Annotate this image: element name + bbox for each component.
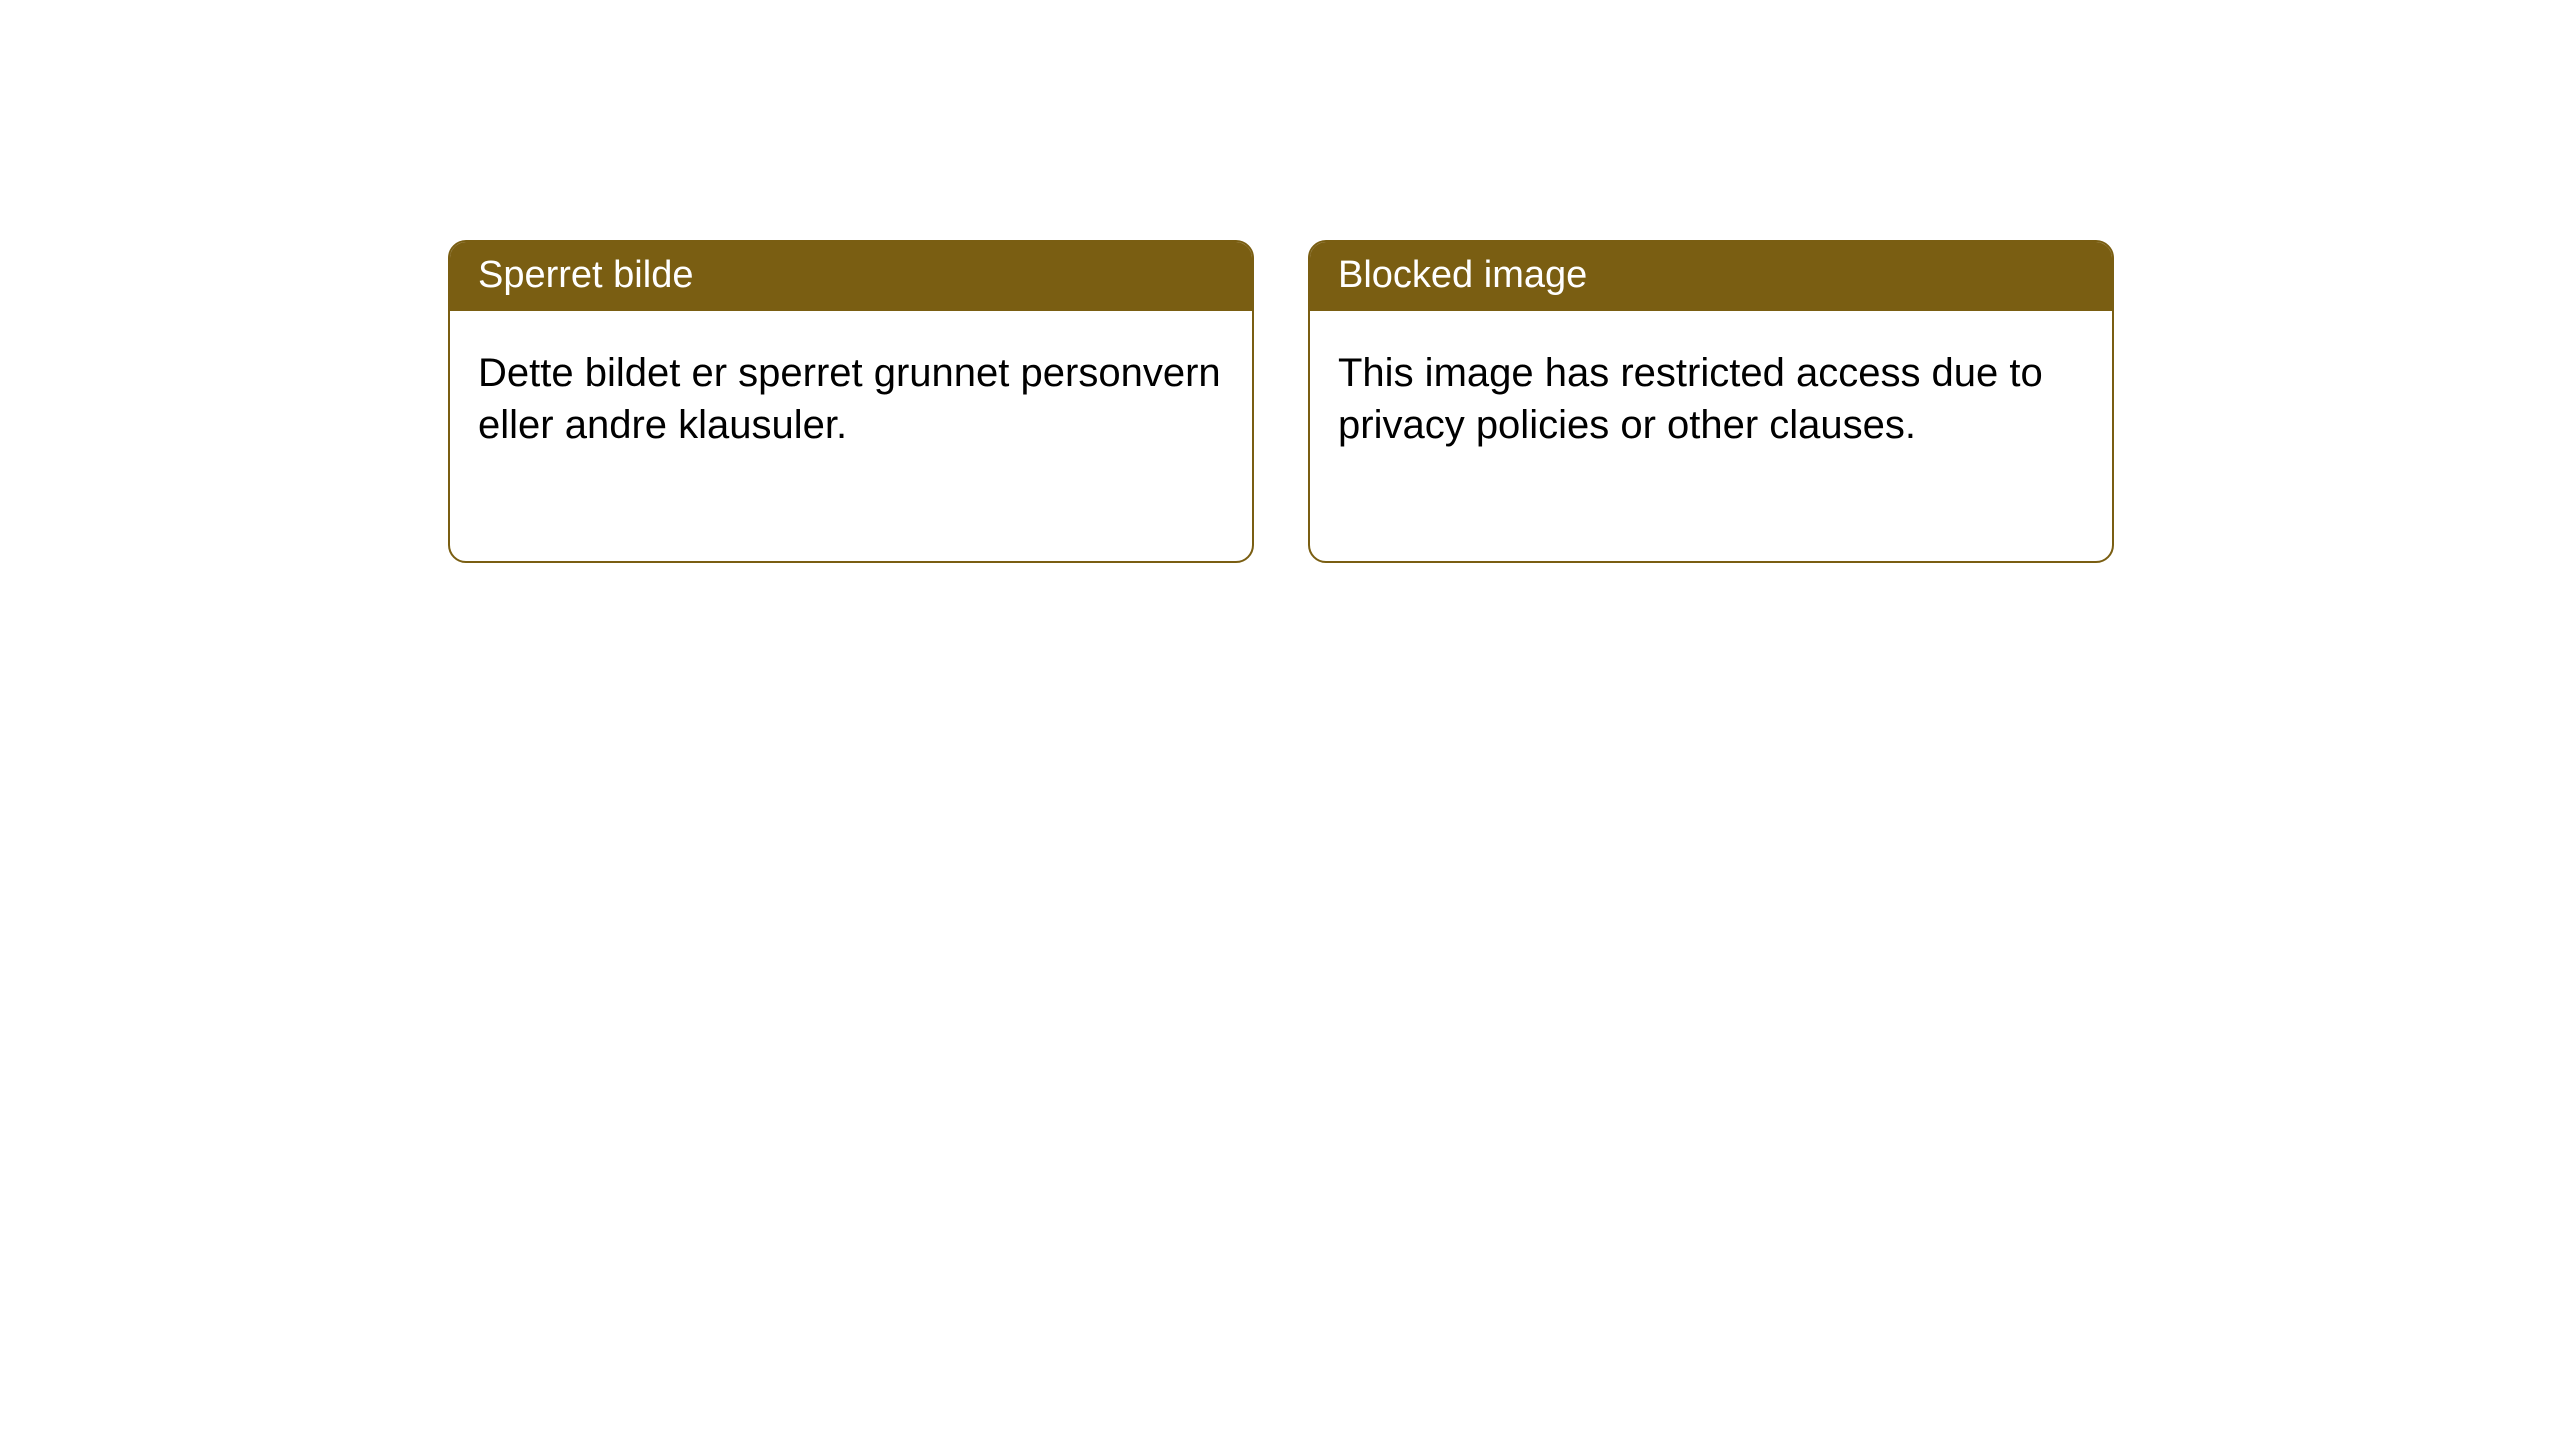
blocked-image-card-en: Blocked image This image has restricted … xyxy=(1308,240,2114,563)
card-body: This image has restricted access due to … xyxy=(1310,311,2112,561)
card-header: Sperret bilde xyxy=(450,242,1252,311)
card-body: Dette bildet er sperret grunnet personve… xyxy=(450,311,1252,561)
card-header: Blocked image xyxy=(1310,242,2112,311)
cards-container: Sperret bilde Dette bildet er sperret gr… xyxy=(0,0,2560,563)
blocked-image-card-no: Sperret bilde Dette bildet er sperret gr… xyxy=(448,240,1254,563)
